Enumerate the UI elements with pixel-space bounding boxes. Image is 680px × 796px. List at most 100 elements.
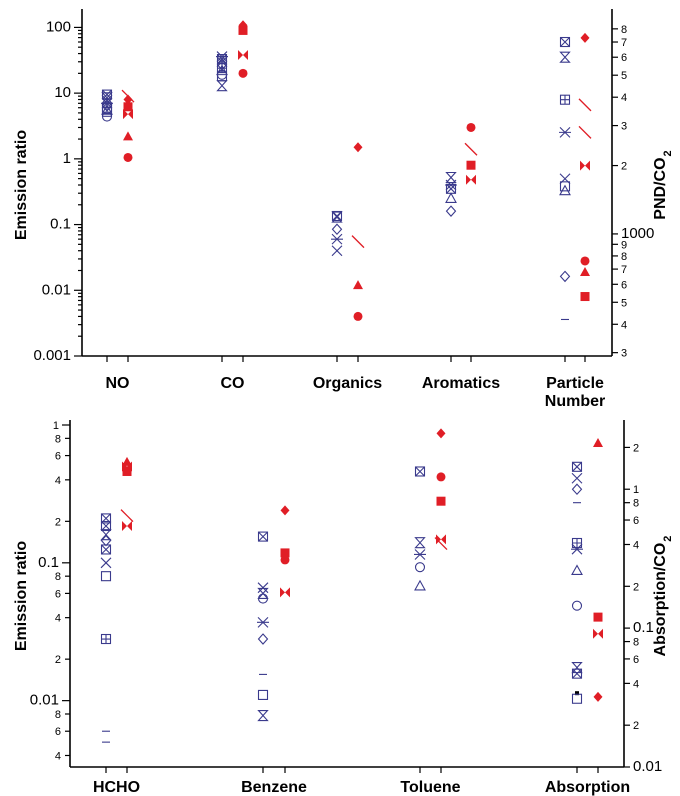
y-tick-label: 6: [55, 451, 61, 463]
data-point-circle: [101, 111, 113, 122]
data-point-circle: [571, 600, 583, 611]
y2-tick-label: 8: [633, 498, 639, 510]
y-tick-label: 6: [55, 588, 61, 600]
data-point-x: [331, 245, 343, 257]
y2-tick-label: 1000: [621, 225, 654, 242]
y-tick-label: 4: [55, 475, 61, 487]
data-point-circle: [414, 562, 426, 573]
y2-tick-label: 6: [633, 654, 639, 666]
y-axis-title: Emission ratio: [13, 130, 30, 240]
data-point-dotblack: [575, 691, 579, 696]
y2-axis-title-main: Absorption/CO: [652, 543, 669, 657]
data-point-asterisk: [331, 233, 343, 245]
data-point-square: [466, 160, 476, 170]
y-tick-label: 8: [55, 571, 61, 583]
data-point-diamond: [593, 691, 603, 702]
data-point-diamond: [436, 428, 446, 439]
y2-tick-label: 5: [621, 70, 627, 82]
data-point-bowtie: [122, 520, 132, 531]
bottom-panel: 4680.0124680.1246810.0124680.1246812HCHO…: [13, 420, 674, 796]
y2-tick-label: 8: [621, 24, 627, 36]
y-tick-label: 0.001: [33, 347, 71, 364]
data-point-triangle: [445, 192, 457, 203]
data-point-diamond: [331, 223, 343, 236]
y-tick-label: 6: [55, 726, 61, 738]
y2-tick-label: 0.1: [633, 619, 654, 636]
data-point-boxplus: [571, 537, 583, 549]
y-tick-label: 10: [54, 84, 71, 101]
category-label: CO: [221, 375, 245, 392]
data-point-slash: [434, 537, 448, 551]
data-point-diamond: [571, 483, 583, 496]
data-point-diamond: [353, 142, 363, 153]
data-point-circle: [353, 311, 363, 321]
y2-tick-label: 2: [633, 720, 639, 732]
y-tick-label: 0.01: [30, 692, 59, 709]
data-point-square: [101, 106, 113, 117]
data-point-hourglass: [257, 587, 269, 599]
data-point-square: [122, 466, 132, 476]
data-point-triangle: [353, 280, 363, 290]
y-axis-title: Emission ratio: [13, 541, 30, 651]
y-tick-label: 2: [55, 654, 61, 666]
data-point-asterisk: [257, 616, 269, 628]
data-point-boxplus: [216, 63, 228, 74]
data-point-square: [257, 689, 269, 700]
category-label: NO: [106, 375, 130, 392]
data-point-square: [123, 102, 133, 112]
y-tick-label: 4: [55, 613, 61, 625]
y2-axis-title: PND/CO2: [652, 150, 674, 219]
data-point-boxplus: [100, 633, 112, 645]
data-point-circle: [280, 555, 290, 565]
data-point-square: [436, 496, 446, 506]
y2-tick-label: 2: [633, 442, 639, 454]
y2-tick-label: 8: [633, 637, 639, 649]
data-point-bowtie: [123, 109, 133, 120]
data-point-boxx: [571, 461, 583, 472]
category-label: Toluene: [400, 779, 460, 796]
data-point-boxx: [257, 531, 269, 542]
data-point-boxx: [414, 466, 426, 477]
y-tick-label: 4: [55, 750, 61, 762]
data-point-diamond: [123, 94, 133, 105]
data-point-diamond: [445, 205, 457, 217]
y2-tick-label: 4: [621, 319, 627, 331]
data-point-triangle: [122, 456, 132, 466]
data-point-square: [580, 292, 590, 302]
category-label: Absorption: [545, 779, 630, 796]
category-label: Aromatics: [422, 375, 500, 392]
y2-tick-label: 4: [633, 678, 639, 690]
data-point-diamond: [100, 534, 112, 547]
data-point-diamond: [580, 32, 590, 43]
data-point-hourglass: [216, 80, 228, 92]
data-point-slash: [120, 509, 134, 523]
data-point-hourglass: [257, 709, 269, 722]
data-point-bowtie: [280, 587, 290, 598]
y-tick-label: 100: [46, 18, 71, 35]
data-point-triangle: [571, 564, 583, 576]
data-point-hourglass: [414, 537, 426, 549]
category-label: Number: [545, 393, 605, 410]
data-point-hourglass: [445, 171, 457, 184]
data-point-square: [559, 181, 571, 192]
y-tick-label: 0.1: [50, 216, 71, 233]
data-point-circle: [257, 593, 269, 604]
data-point-circle: [436, 472, 446, 482]
data-point-x: [216, 56, 228, 68]
y2-tick-label: 7: [621, 37, 627, 49]
data-point-slash: [578, 125, 592, 139]
y2-tick-label: 2: [621, 161, 627, 173]
data-point-square: [593, 612, 603, 622]
data-point-triangle: [593, 438, 603, 448]
category-label: Organics: [313, 375, 382, 392]
data-point-asterisk: [571, 543, 583, 555]
y2-tick-label: 3: [621, 348, 627, 360]
data-point-square: [571, 693, 583, 704]
data-point-boxx: [559, 36, 571, 48]
data-point-bowtie: [238, 50, 248, 61]
data-point-triangle: [414, 579, 426, 591]
data-point-slash: [464, 142, 478, 156]
y2-tick-label: 9: [621, 239, 627, 251]
data-point-boxx: [571, 668, 583, 679]
